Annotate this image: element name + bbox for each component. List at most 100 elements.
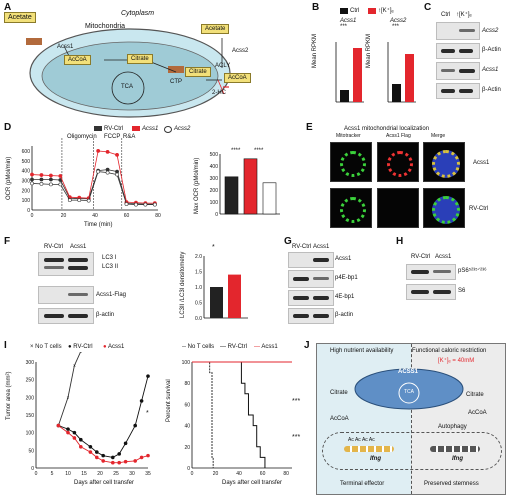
i-surv-legend-3: — Acss1 [254, 344, 278, 350]
g-row-4ebp1: 4E-bp1 [335, 294, 355, 300]
point-1-2 [72, 430, 77, 435]
c-col-ctrl: Ctrl [441, 12, 451, 18]
bar-1 [243, 158, 258, 215]
y-tick-0: 0 [31, 466, 34, 472]
x-tick-0: 0 [31, 213, 34, 219]
point-2-10 [133, 459, 137, 463]
d-sig2: **** [254, 148, 264, 154]
x-tick-0: 0 [191, 471, 194, 477]
y-tick-3: 1.5 [195, 270, 202, 276]
y-tick-4: 80 [184, 381, 190, 387]
accoa-mito-box: AcCoA [64, 55, 91, 65]
y-tick-2: 200 [210, 188, 219, 194]
mitochondria-label: Mitochondria [85, 23, 126, 30]
panel-label-d: D [4, 122, 12, 133]
b-acss2-title: Acss2 [390, 18, 407, 24]
y-tick-3: 300 [210, 176, 219, 182]
acetate-out-box: Acetate [4, 12, 36, 23]
e-col2: Acss1 Flag [386, 133, 411, 139]
x-tick-2: 10 [65, 471, 71, 477]
j-chromatin-right [430, 446, 480, 452]
y-tick-3: 150 [26, 413, 35, 419]
i-sig: * [146, 410, 149, 417]
j-autophagy: Autophagy [438, 424, 467, 430]
citrate-cyto-box: Citrate [185, 67, 211, 77]
panel-label-e: E [306, 122, 313, 133]
survival-curve-0 [192, 361, 214, 468]
f-actin: β-actin [96, 312, 115, 318]
point-0-2: × [73, 364, 76, 370]
panel-label-h: H [396, 236, 404, 247]
y-tick-0: 0 [215, 212, 218, 218]
bar-1 [353, 48, 362, 102]
point-1-10 [133, 423, 137, 428]
point-2-11 [134, 202, 138, 207]
legend-k-swatch [368, 8, 376, 14]
d-legend-swatch-3 [164, 126, 172, 133]
e-title: Acss1 mitochondrial localization [344, 126, 430, 132]
citrate-mito-box: Citrate [127, 54, 153, 64]
j-accoa-l: AcCoA [330, 416, 349, 422]
e-img-mito-1 [330, 142, 372, 182]
point-2-6 [101, 459, 105, 463]
point-1-8 [117, 452, 121, 456]
point-2-6 [86, 198, 91, 203]
point-1-6 [101, 453, 105, 458]
point-1-3 [79, 437, 83, 442]
i-legend-1-text: No T cells [35, 344, 62, 350]
point-1-9 [123, 441, 128, 446]
f-blot-actin [38, 308, 94, 324]
point-1-8 [105, 150, 110, 154]
g-blot-4ebp1 [288, 290, 334, 306]
d-legend-swatch-1 [94, 126, 102, 131]
g-blot-p4ebp1 [288, 270, 334, 288]
f-flag: Acss1-Flag [96, 292, 127, 298]
point-2-4 [88, 450, 93, 454]
point-2-0 [56, 423, 61, 428]
b-ylabel-1: Mean RPKM [312, 33, 318, 68]
point-1-1 [66, 427, 70, 431]
survival-curve-1 [192, 361, 266, 468]
c-blot-acss2 [436, 22, 480, 40]
e-col1: Mitotracker [336, 133, 361, 139]
c-col-k: ↑[K⁺]ₑ [456, 12, 472, 18]
point-1-0 [30, 172, 34, 177]
point-2-9 [115, 172, 119, 177]
c-row-acss1: Acss1 [482, 67, 499, 73]
bar-0 [224, 176, 239, 215]
point-1-2 [49, 173, 53, 178]
bar-1 [405, 54, 414, 102]
tca-label: TCA [121, 84, 133, 90]
c-blot-actin1 [436, 43, 480, 59]
y-tick-1: 100 [22, 198, 31, 204]
point-2-2 [72, 436, 77, 440]
x-tick-4: 80 [283, 471, 289, 477]
i-ylabel: Tumor area (mm²) [6, 371, 12, 420]
j-ifng-right: Ifng [452, 456, 463, 462]
j-chromatin-left [344, 446, 394, 452]
c-blot-acss1 [436, 62, 480, 80]
series-line-0 [57, 352, 82, 426]
x-tick-6: 30 [129, 471, 135, 477]
chart-i-survival: 0 20 40 60 80 100 0 20 40 60 80 [182, 360, 292, 477]
j-tca: TCA [404, 389, 414, 395]
j-accoa-r: AcCoA [468, 410, 487, 416]
c-row-acss2: Acss2 [482, 28, 499, 34]
i-legend-2-text: RV-Ctrl [73, 344, 93, 350]
legend-ctrl: Ctrl [350, 8, 360, 14]
c-row-actin1: β-Actin [482, 47, 501, 53]
panel-label-b: B [312, 2, 320, 13]
g-blot-actin [288, 308, 334, 324]
d-legend-2: Acss1 [142, 126, 159, 132]
point-2-12 [143, 202, 148, 207]
d-ylabel: OCR (pMol/min) [6, 156, 12, 200]
g-row-p4ebp1: p4E-bp1 [335, 275, 358, 281]
d-fccp: FCCP [104, 134, 121, 140]
point-1-7 [111, 455, 115, 460]
point-1-4 [88, 445, 93, 449]
i-surv-sig1: *** [292, 398, 301, 405]
j-ac-2: Ac [354, 437, 361, 443]
j-k-label: [K⁺]ₑ = 40mM [438, 358, 475, 364]
acss1-label: Acss1 [57, 44, 74, 50]
i-legend-2: ● RV-Ctrl [68, 344, 93, 350]
